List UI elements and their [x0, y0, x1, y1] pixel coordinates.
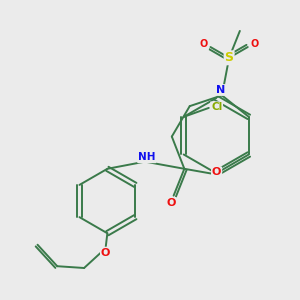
Text: S: S — [225, 51, 234, 64]
Text: O: O — [200, 39, 208, 49]
Text: N: N — [215, 85, 225, 95]
Text: NH: NH — [138, 152, 155, 162]
Text: O: O — [166, 198, 176, 208]
Text: Cl: Cl — [211, 102, 222, 112]
Text: O: O — [250, 39, 258, 49]
Text: O: O — [212, 167, 221, 177]
Text: O: O — [101, 248, 110, 258]
